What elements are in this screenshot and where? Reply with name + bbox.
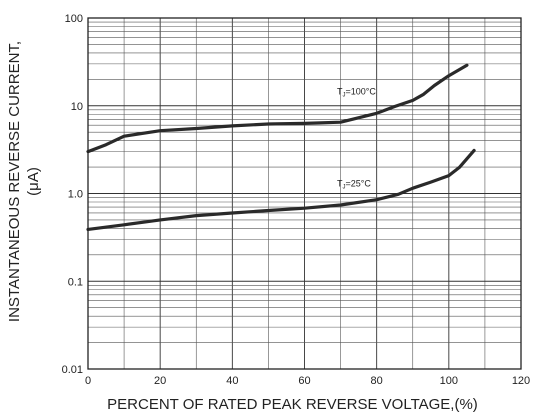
x-tick-label: 60 (298, 375, 310, 387)
x-tick-label: 120 (512, 375, 530, 387)
plot-frame (87, 17, 522, 370)
tick-layer: 0 20 40 60 80 100 120 0.01 0.1 1.0 10 100 (62, 13, 531, 387)
x-tick-label: 0 (85, 375, 91, 387)
curve-label-layer: TJ=100°C TJ=25°C (337, 86, 376, 190)
series-line-tj-25c (86, 148, 476, 231)
x-tick-label: 20 (154, 375, 166, 387)
series-line-tj-100c (86, 63, 469, 154)
x-tick-label: 80 (371, 375, 383, 387)
y-tick-label: 10 (71, 101, 83, 113)
grid-layer (88, 18, 521, 369)
x-tick-label: 100 (440, 375, 458, 387)
x-tick-label: 40 (226, 375, 238, 387)
y-tick-label: 0.1 (68, 276, 83, 288)
y-tick-label: 100 (65, 13, 83, 25)
y-tick-label: 1.0 (68, 189, 83, 201)
y-axis-title-line-2: (μA) (25, 167, 42, 196)
x-axis-title: PERCENT OF RATED PEAK REVERSE VOLTAGE,(%… (107, 396, 478, 413)
y-axis-title-line-1: INSTANTANEOUS REVERSE CURRENT, (6, 41, 23, 322)
curve-layer (86, 63, 476, 231)
series-label-tj-100c: TJ=100°C (337, 86, 376, 98)
y-tick-label: 0.01 (62, 364, 83, 376)
series-label-tj-25c: TJ=25°C (337, 179, 371, 191)
